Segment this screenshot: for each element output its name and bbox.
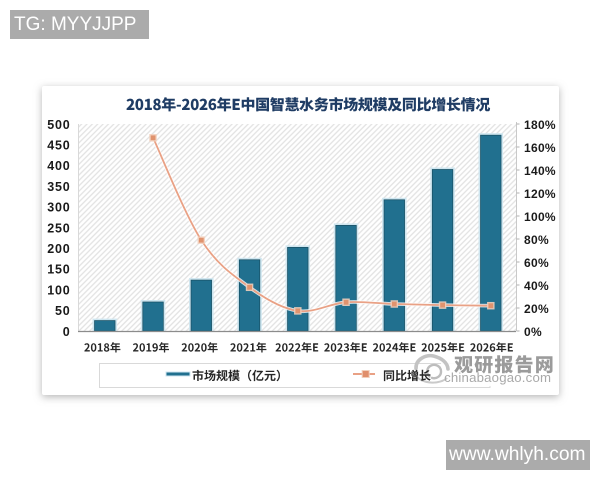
svg-text:50: 50 [55,304,71,318]
svg-text:60%: 60% [524,256,549,270]
svg-text:140%: 140% [524,164,556,178]
svg-text:40%: 40% [524,279,549,293]
svg-text:500: 500 [47,118,70,132]
svg-text:150: 150 [47,263,70,277]
svg-text:250: 250 [47,221,70,235]
svg-text:120%: 120% [524,187,556,201]
svg-text:80%: 80% [524,233,549,247]
svg-text:20%: 20% [524,302,549,316]
svg-text:450: 450 [47,139,70,153]
svg-text:200: 200 [47,242,70,256]
svg-text:0: 0 [63,325,71,339]
svg-text:300: 300 [47,201,70,215]
svg-text:180%: 180% [524,118,556,132]
svg-text:350: 350 [47,180,70,194]
svg-text:0%: 0% [524,325,542,339]
svg-text:160%: 160% [524,141,556,155]
svg-text:400: 400 [47,159,70,173]
svg-text:100%: 100% [524,210,556,224]
svg-text:100: 100 [47,283,70,297]
svg-text:chinabaogao.com: chinabaogao.com [444,370,551,385]
